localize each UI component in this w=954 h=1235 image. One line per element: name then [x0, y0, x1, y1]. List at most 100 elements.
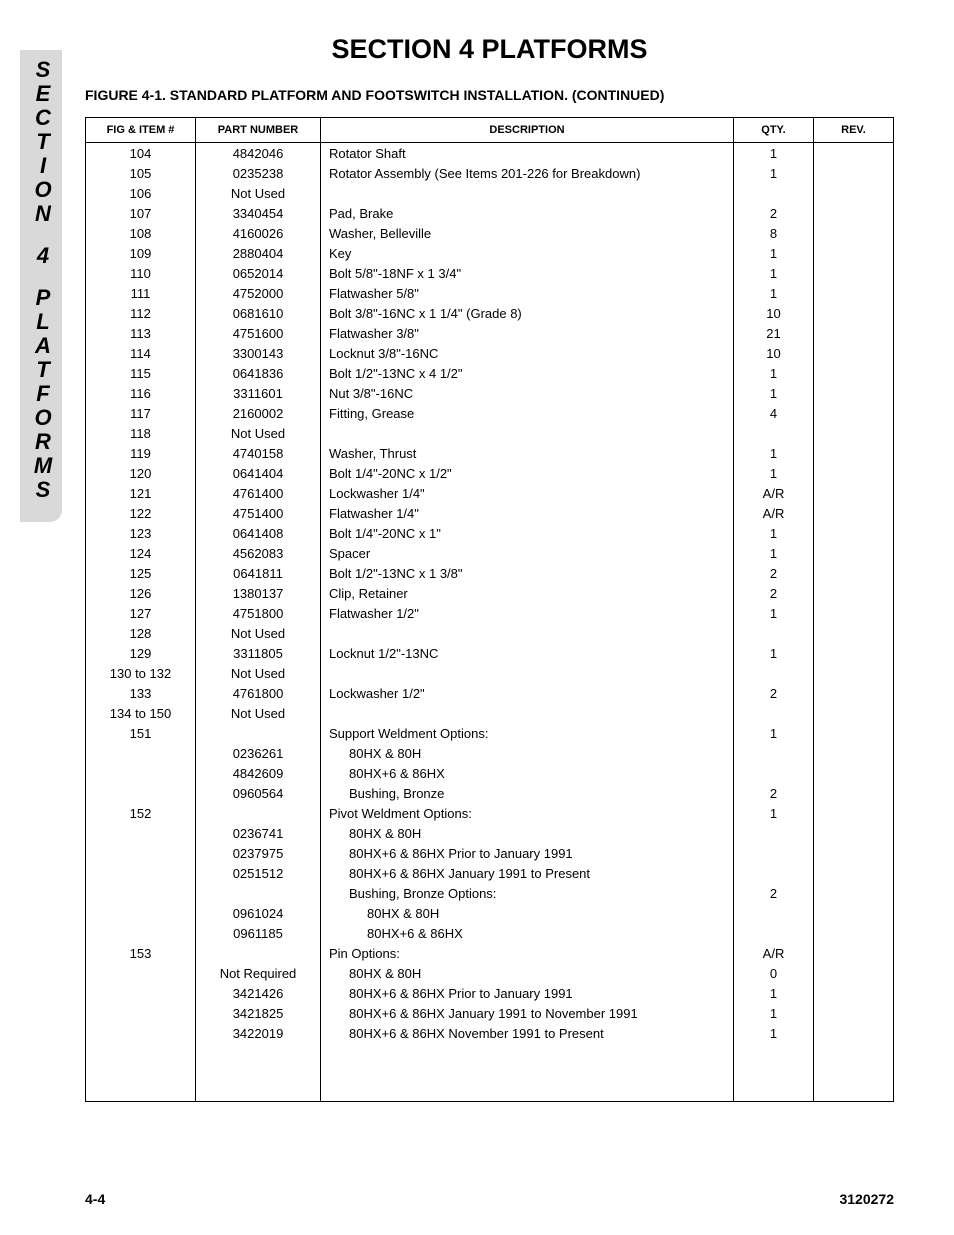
cell-desc: 80HX+6 & 86HX [321, 763, 734, 783]
table-row: 1114752000Flatwasher 5/8"1 [86, 283, 894, 303]
cell-item: 133 [86, 683, 196, 703]
cell-item: 106 [86, 183, 196, 203]
cell-desc [321, 423, 734, 443]
cell-item: 126 [86, 583, 196, 603]
cell-item [86, 743, 196, 763]
cell-item: 124 [86, 543, 196, 563]
cell-rev [814, 803, 894, 823]
page-footer: 4-4 3120272 [85, 1191, 894, 1207]
cell-desc: Bolt 1/4"-20NC x 1/2" [321, 463, 734, 483]
cell-item: 134 to 150 [86, 703, 196, 723]
cell-part: 4751400 [196, 503, 321, 523]
cell-rev [814, 843, 894, 863]
cell-qty: 4 [734, 403, 814, 423]
cell-desc [321, 183, 734, 203]
table-row: 1050235238Rotator Assembly (See Items 20… [86, 163, 894, 183]
cell-rev [814, 563, 894, 583]
cell-desc: Washer, Thrust [321, 443, 734, 463]
table-row: 1143300143Locknut 3/8"-16NC10 [86, 343, 894, 363]
cell-part: 4761800 [196, 683, 321, 703]
cell-item [86, 923, 196, 943]
cell-qty: 2 [734, 583, 814, 603]
cell-rev [814, 523, 894, 543]
table-row: 096102480HX & 80H [86, 903, 894, 923]
cell-desc: Washer, Belleville [321, 223, 734, 243]
table-row: 1120681610Bolt 3/8"-16NC x 1 1/4" (Grade… [86, 303, 894, 323]
cell-desc: Rotator Shaft [321, 143, 734, 164]
cell-part: 0251512 [196, 863, 321, 883]
cell-rev [814, 783, 894, 803]
cell-item [86, 823, 196, 843]
cell-qty: 21 [734, 323, 814, 343]
cell-qty: 2 [734, 203, 814, 223]
cell-desc: Bolt 1/2"-13NC x 4 1/2" [321, 363, 734, 383]
cell-item: 128 [86, 623, 196, 643]
table-row: 1293311805Locknut 1/2"-13NC1 [86, 643, 894, 663]
cell-rev [814, 383, 894, 403]
cell-qty: 1 [734, 283, 814, 303]
cell-desc: Locknut 1/2"-13NC [321, 643, 734, 663]
cell-rev [814, 543, 894, 563]
cell-rev [814, 343, 894, 363]
footer-page: 4-4 [85, 1191, 105, 1207]
table-row: 023797580HX+6 & 86HX Prior to January 19… [86, 843, 894, 863]
cell-item [86, 903, 196, 923]
cell-item: 105 [86, 163, 196, 183]
cell-part: 4751600 [196, 323, 321, 343]
figure-title: FIGURE 4-1. STANDARD PLATFORM AND FOOTSW… [85, 87, 894, 103]
table-row: 1214761400Lockwasher 1/4"A/R [86, 483, 894, 503]
table-row: 1224751400Flatwasher 1/4"A/R [86, 503, 894, 523]
cell-item [86, 843, 196, 863]
cell-desc: Flatwasher 1/2" [321, 603, 734, 623]
cell-item [86, 1023, 196, 1101]
cell-desc: 80HX+6 & 86HX November 1991 to Present [321, 1023, 734, 1101]
cell-qty: 1 [734, 443, 814, 463]
cell-part [196, 943, 321, 963]
cell-qty: A/R [734, 943, 814, 963]
cell-part: 1380137 [196, 583, 321, 603]
cell-desc: 80HX & 80H [321, 823, 734, 843]
cell-item [86, 883, 196, 903]
table-row: Not Required80HX & 80H0 [86, 963, 894, 983]
cell-rev [814, 203, 894, 223]
cell-desc: Spacer [321, 543, 734, 563]
cell-part: 3421426 [196, 983, 321, 1003]
header-part: PART NUMBER [196, 118, 321, 143]
cell-part: 2880404 [196, 243, 321, 263]
cell-item [86, 963, 196, 983]
cell-qty: A/R [734, 483, 814, 503]
cell-qty: 1 [734, 523, 814, 543]
cell-desc [321, 703, 734, 723]
cell-desc: 80HX+6 & 86HX Prior to January 1991 [321, 983, 734, 1003]
table-row: 342142680HX+6 & 86HX Prior to January 19… [86, 983, 894, 1003]
cell-desc: Flatwasher 1/4" [321, 503, 734, 523]
cell-qty: 0 [734, 963, 814, 983]
cell-qty [734, 843, 814, 863]
cell-qty: 1 [734, 243, 814, 263]
table-row: 1250641811Bolt 1/2"-13NC x 1 3/8"2 [86, 563, 894, 583]
parts-table: FIG & ITEM # PART NUMBER DESCRIPTION QTY… [85, 117, 894, 1102]
cell-qty: 1 [734, 1003, 814, 1023]
cell-item [86, 1003, 196, 1023]
footer-doc: 3120272 [839, 1191, 894, 1207]
cell-item: 118 [86, 423, 196, 443]
cell-part: 0641404 [196, 463, 321, 483]
cell-qty: 2 [734, 783, 814, 803]
table-row: 1230641408Bolt 1/4"-20NC x 1"1 [86, 523, 894, 543]
table-row: Bushing, Bronze Options:2 [86, 883, 894, 903]
cell-qty [734, 663, 814, 683]
table-row: 1172160002Fitting, Grease4 [86, 403, 894, 423]
cell-part: 3311601 [196, 383, 321, 403]
cell-qty: 1 [734, 643, 814, 663]
cell-rev [814, 983, 894, 1003]
cell-part: Not Used [196, 703, 321, 723]
cell-rev [814, 223, 894, 243]
cell-part [196, 883, 321, 903]
cell-item: 112 [86, 303, 196, 323]
cell-item: 130 to 132 [86, 663, 196, 683]
cell-qty: 10 [734, 303, 814, 323]
cell-rev [814, 1003, 894, 1023]
cell-rev [814, 863, 894, 883]
cell-item [86, 983, 196, 1003]
table-row: 152Pivot Weldment Options:1 [86, 803, 894, 823]
